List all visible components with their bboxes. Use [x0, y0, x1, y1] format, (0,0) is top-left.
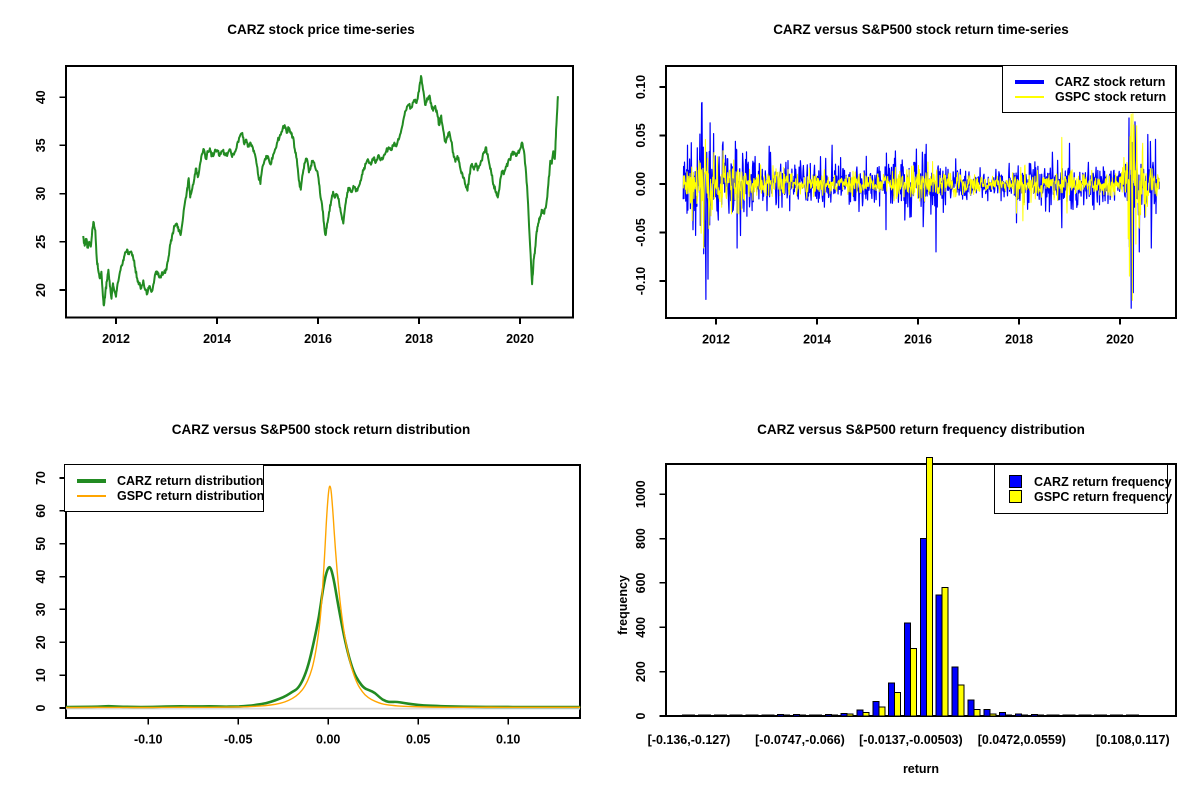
svg-text:2018: 2018 [1005, 333, 1033, 347]
svg-text:-0.05: -0.05 [634, 218, 648, 247]
svg-text:200: 200 [634, 661, 648, 682]
svg-text:2014: 2014 [203, 332, 231, 346]
legend-item: CARZ return frequency [1001, 475, 1172, 489]
svg-text:0.00: 0.00 [316, 733, 340, 747]
svg-text:20: 20 [34, 635, 48, 649]
legend-label: GSPC stock return [1055, 89, 1167, 104]
svg-text:0: 0 [634, 712, 648, 719]
legend-label: CARZ return distribution [117, 473, 264, 488]
svg-text:[0.108,0.117): [0.108,0.117) [1096, 733, 1170, 747]
y-axis-label: frequency [616, 575, 630, 635]
legend-item: GSPC stock return [1009, 90, 1169, 104]
svg-text:[-0.0747,-0.066): [-0.0747,-0.066) [755, 733, 845, 747]
svg-text:-0.10: -0.10 [134, 733, 163, 747]
legend-key-square-icon [1009, 475, 1022, 488]
svg-text:0.10: 0.10 [496, 733, 520, 747]
return-timeseries-plot: 2012 2014 2016 2018 2020 -0.10 -0.05 0.00 0.05 0.… [634, 65, 1177, 347]
svg-text:0.10: 0.10 [634, 75, 648, 99]
svg-text:20: 20 [34, 283, 48, 297]
chart-title: CARZ versus S&P500 stock return distribu… [171, 422, 471, 437]
chart-title: CARZ versus S&P500 stock return time-ser… [773, 22, 1069, 37]
svg-text:40: 40 [34, 570, 48, 584]
svg-text:1000: 1000 [634, 480, 648, 508]
legend-item: CARZ stock return [1009, 75, 1169, 89]
svg-text:70: 70 [34, 471, 48, 485]
svg-text:60: 60 [34, 504, 48, 518]
legend: CARZ return frequency GSPC return freque… [994, 464, 1172, 514]
svg-text:35: 35 [34, 138, 48, 152]
svg-text:2020: 2020 [1106, 333, 1134, 347]
legend-key-line-icon [77, 494, 106, 497]
svg-text:600: 600 [634, 572, 648, 593]
svg-text:400: 400 [634, 617, 648, 638]
svg-text:25: 25 [34, 235, 48, 249]
svg-text:[-0.136,-0.127): [-0.136,-0.127) [648, 733, 731, 747]
legend-key-line-icon [1015, 95, 1044, 98]
svg-text:0.05: 0.05 [406, 733, 430, 747]
legend-label: CARZ stock return [1055, 74, 1166, 89]
panel-return-distribution: -0.10 -0.05 0.00 0.05 0.10 0 10 20 30 40 50 60 70 CA… [0, 400, 600, 800]
svg-text:2016: 2016 [304, 332, 332, 346]
legend-key-line-icon [1015, 79, 1044, 84]
svg-text:[-0.0137,-0.00503): [-0.0137,-0.00503) [859, 733, 963, 747]
legend-label: GSPC return frequency [1034, 489, 1173, 504]
return-frequency-plot: 0 200 400 600 800 1000 [-0.136,-0.127) [-0.0747… [634, 457, 1177, 747]
x-axis-label: return [902, 762, 940, 776]
svg-text:0.05: 0.05 [634, 123, 648, 147]
svg-text:2018: 2018 [405, 332, 433, 346]
svg-text:40: 40 [34, 90, 48, 104]
svg-text:2016: 2016 [904, 333, 932, 347]
svg-text:800: 800 [634, 528, 648, 549]
panel-carz-price-timeseries: 2012 2014 2016 2018 2020 20 25 30 35 40 CARZ stoc… [0, 0, 600, 400]
legend-item: CARZ return distribution [71, 474, 264, 488]
svg-text:[0.0472,0.0559): [0.0472,0.0559) [978, 733, 1066, 747]
legend-item: GSPC return distribution [71, 489, 264, 503]
svg-text:2012: 2012 [102, 332, 130, 346]
panel-return-timeseries: 2012 2014 2016 2018 2020 -0.10 -0.05 0.00 0.05 0.… [600, 0, 1200, 400]
svg-text:50: 50 [34, 537, 48, 551]
legend-label: GSPC return distribution [117, 488, 265, 503]
panel-return-frequency: 0 200 400 600 800 1000 [-0.136,-0.127) [-0.0747… [600, 400, 1200, 800]
legend-label: CARZ return frequency [1034, 474, 1172, 489]
svg-text:2012: 2012 [702, 333, 730, 347]
legend-key-square-icon [1009, 490, 1022, 503]
return-distribution-plot: -0.10 -0.05 0.00 0.05 0.10 0 10 20 30 40 50 60 70 [34, 464, 581, 747]
svg-text:2014: 2014 [803, 333, 831, 347]
legend-key-line-icon [77, 478, 106, 483]
svg-text:10: 10 [34, 668, 48, 682]
svg-text:30: 30 [34, 187, 48, 201]
svg-text:0.00: 0.00 [634, 172, 648, 196]
svg-text:30: 30 [34, 602, 48, 616]
legend: CARZ return distribution GSPC return dis… [64, 464, 264, 512]
chart-title: CARZ stock price time-series [227, 22, 415, 37]
svg-text:-0.05: -0.05 [224, 733, 253, 747]
legend-item: GSPC return frequency [1001, 490, 1172, 504]
legend: CARZ stock return GSPC stock return [1002, 65, 1176, 113]
svg-text:2020: 2020 [506, 332, 534, 346]
svg-text:0: 0 [34, 704, 48, 711]
chart-title: CARZ versus S&P500 return frequency dist… [757, 422, 1085, 437]
svg-text:-0.10: -0.10 [634, 267, 648, 296]
